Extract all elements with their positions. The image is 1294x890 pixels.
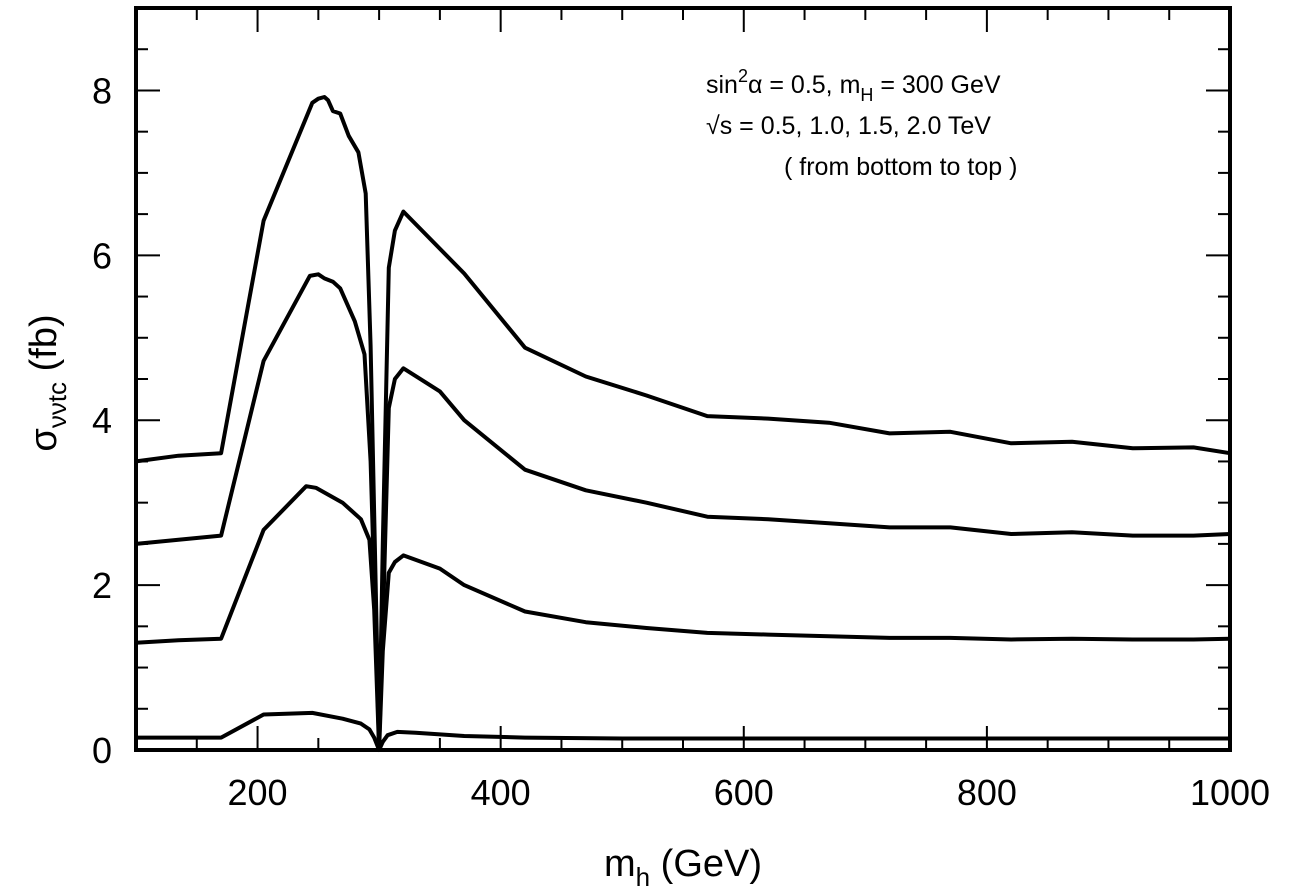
y-tick-label: 4 bbox=[92, 400, 112, 441]
y-axis-title: σννtc (fb) bbox=[23, 314, 72, 451]
x-tick-label: 800 bbox=[957, 772, 1017, 813]
x-tick-label: 600 bbox=[714, 772, 774, 813]
series-line-3 bbox=[134, 272, 1232, 748]
annotation-line-3: ( from bottom to top ) bbox=[784, 153, 1017, 181]
plot-frame bbox=[134, 6, 1232, 752]
series-layer bbox=[134, 95, 1232, 752]
y-tick-label: 0 bbox=[92, 730, 112, 771]
y-tick-label: 2 bbox=[92, 565, 112, 606]
series-line-1 bbox=[134, 710, 1232, 752]
x-tick-label: 200 bbox=[228, 772, 288, 813]
x-tick-label: 1000 bbox=[1190, 772, 1270, 813]
tick-labels: 200 400 600 800 1000 0 2 4 6 8 bbox=[92, 70, 1270, 813]
annotation-line-2: √s = 0.5, 1.0, 1.5, 2.0 TeV bbox=[706, 112, 991, 140]
annotation-line-1: sin2α = 0.5, mH = 300 GeV bbox=[706, 66, 1001, 105]
x-tick-label: 400 bbox=[471, 772, 531, 813]
y-tick-label: 8 bbox=[92, 70, 112, 111]
x-axis-title: mh (GeV) bbox=[604, 843, 762, 890]
y-tick-label: 6 bbox=[92, 235, 112, 276]
series-line-4 bbox=[134, 95, 1232, 748]
series-line-2 bbox=[134, 484, 1232, 752]
